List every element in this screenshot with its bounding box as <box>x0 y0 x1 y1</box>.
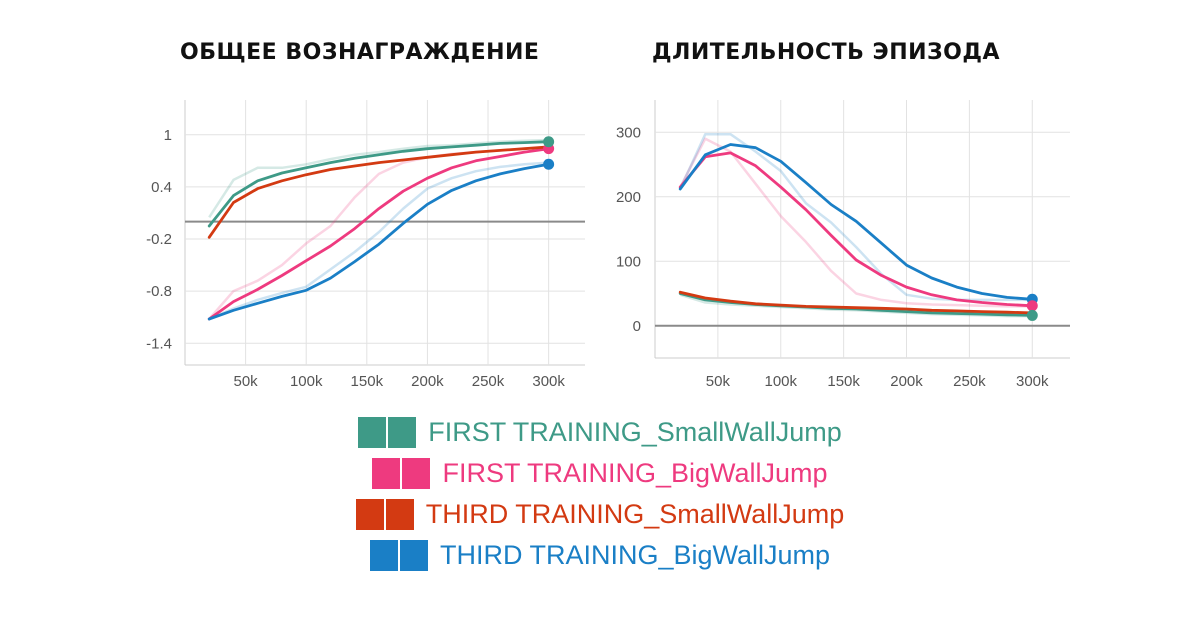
legend-item: FIRST TRAINING_BigWallJump <box>372 453 828 494</box>
series-line <box>678 290 1034 315</box>
series-line <box>678 151 1034 308</box>
x-tick-label: 100k <box>290 373 323 390</box>
legend-label: FIRST TRAINING_SmallWallJump <box>428 417 842 447</box>
x-tick-label: 50k <box>234 373 259 390</box>
series-line <box>207 145 550 239</box>
legend-item: THIRD TRAINING_SmallWallJump <box>355 494 845 535</box>
legend-item: THIRD TRAINING_BigWallJump <box>369 535 831 576</box>
series-end-marker <box>543 136 555 148</box>
chart-title-reward: ОБЩЕЕ ВОЗНАГРАЖДЕНИЕ <box>180 40 540 65</box>
series-line <box>207 162 550 321</box>
legend: FIRST TRAINING_SmallWallJump FIRST TRAIN… <box>0 412 1200 576</box>
series-line <box>207 147 550 321</box>
x-tick-label: 300k <box>1016 373 1049 390</box>
series-raw-line <box>208 138 549 218</box>
y-tick-label: 300 <box>616 124 641 141</box>
legend-swatch <box>372 458 432 489</box>
y-tick-label: 200 <box>616 189 641 206</box>
legend-label: THIRD TRAINING_BigWallJump <box>439 540 831 570</box>
x-tick-label: 150k <box>351 373 384 390</box>
chart-title-episode-length: ДЛИТЕЛЬНОСТЬ ЭПИЗОДА <box>652 40 1000 65</box>
x-tick-label: 50k <box>706 373 731 390</box>
y-tick-label: 1 <box>164 127 172 144</box>
y-tick-label: 100 <box>616 253 641 270</box>
x-tick-label: 200k <box>411 373 444 390</box>
legend-swatch <box>355 499 416 530</box>
series-end-marker <box>1026 300 1038 312</box>
x-tick-label: 150k <box>827 373 860 390</box>
x-tick-label: 250k <box>953 373 986 390</box>
series-line <box>678 143 1034 301</box>
x-tick-label: 100k <box>764 373 797 390</box>
series-line <box>207 140 550 228</box>
series-raw-line <box>679 132 1033 302</box>
legend-label: THIRD TRAINING_SmallWallJump <box>425 499 845 529</box>
legend-swatch <box>369 540 430 571</box>
x-tick-label: 200k <box>890 373 923 390</box>
series-end-marker <box>543 158 555 170</box>
legend-item: FIRST TRAINING_SmallWallJump <box>358 412 842 453</box>
legend-swatch <box>358 417 418 448</box>
series-raw-line <box>208 161 549 321</box>
series-end-marker <box>1026 309 1038 321</box>
y-tick-label: -1.4 <box>146 335 172 352</box>
y-tick-label: 0.4 <box>151 179 172 196</box>
y-tick-label: -0.8 <box>146 283 172 300</box>
y-tick-label: 0 <box>633 318 641 335</box>
x-tick-label: 300k <box>532 373 565 390</box>
x-tick-label: 250k <box>472 373 505 390</box>
series-raw-line <box>679 137 1033 308</box>
legend-label: FIRST TRAINING_BigWallJump <box>442 458 828 488</box>
y-tick-label: -0.2 <box>146 231 172 248</box>
